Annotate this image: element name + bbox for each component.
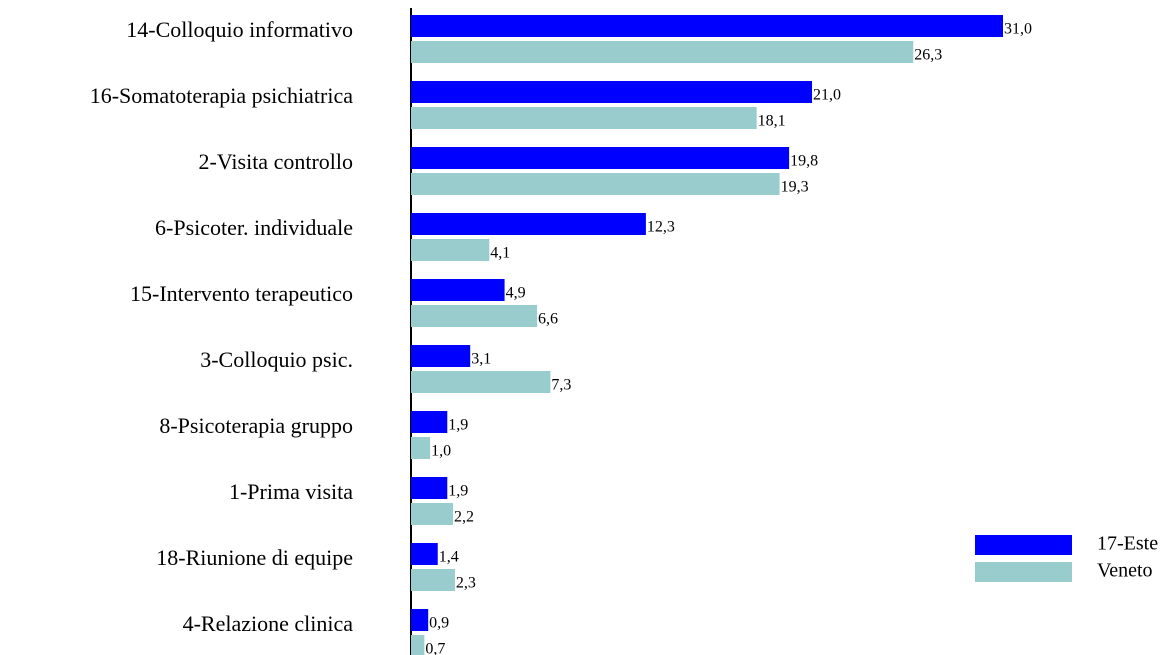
bar [411, 239, 490, 261]
value-label: 2,3 [456, 575, 476, 592]
bar [411, 15, 1003, 37]
value-label: 6,6 [538, 311, 558, 328]
legend-swatch [975, 535, 1072, 555]
bar [411, 371, 551, 393]
bar [411, 543, 438, 565]
bar [411, 477, 448, 499]
bar [411, 213, 646, 235]
legend-swatch [975, 562, 1072, 582]
bar [411, 107, 757, 129]
bar [411, 437, 431, 459]
bar [411, 609, 429, 631]
bar [411, 279, 505, 301]
value-label: 26,3 [914, 47, 942, 64]
value-label: 19,8 [790, 153, 818, 170]
value-label: 12,3 [647, 219, 675, 236]
bar [411, 81, 813, 103]
value-label: 7,3 [551, 377, 571, 394]
category-label: 1-Prima visita [229, 479, 353, 504]
category-label: 14-Colloquio informativo [126, 17, 353, 42]
legend-label: 17-Este [1097, 533, 1158, 555]
bar [411, 411, 448, 433]
value-label: 18,1 [758, 113, 786, 130]
value-label: 1,9 [448, 483, 468, 500]
value-label: 1,4 [439, 549, 459, 566]
category-label: 3-Colloquio psic. [200, 347, 353, 372]
value-label: 19,3 [781, 179, 809, 196]
value-label: 1,0 [431, 443, 451, 460]
value-label: 0,9 [429, 615, 449, 632]
legend-label: Veneto [1097, 560, 1153, 582]
bar [411, 41, 914, 63]
bar [411, 173, 780, 195]
value-label: 31,0 [1004, 21, 1032, 38]
bar [411, 305, 538, 327]
category-label: 2-Visita controllo [199, 149, 353, 174]
value-label: 21,0 [813, 87, 841, 104]
value-label: 2,2 [454, 509, 474, 526]
value-label: 1,9 [448, 417, 468, 434]
category-label: 15-Intervento terapeutico [130, 281, 353, 306]
value-label: 4,1 [490, 245, 510, 262]
value-label: 0,7 [425, 641, 445, 655]
bar [411, 503, 454, 525]
bar [411, 345, 471, 367]
category-label: 4-Relazione clinica [183, 611, 354, 636]
value-label: 3,1 [471, 351, 491, 368]
value-label: 4,9 [506, 285, 526, 302]
category-label: 16-Somatoterapia psichiatrica [90, 83, 354, 108]
bar [411, 147, 790, 169]
bar [411, 635, 425, 655]
bar [411, 569, 455, 591]
category-label: 6-Psicoter. individuale [155, 215, 353, 240]
category-label: 18-Riunione di equipe [156, 545, 353, 570]
category-label: 8-Psicoterapia gruppo [159, 413, 353, 438]
